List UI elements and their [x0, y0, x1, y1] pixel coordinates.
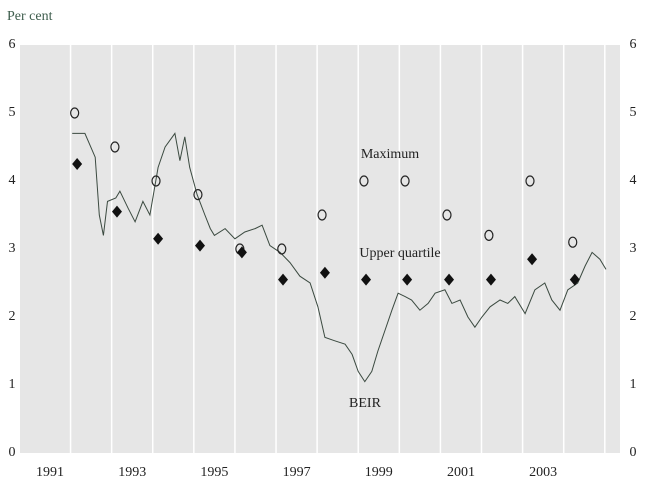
y-tick-label: 0 — [9, 445, 16, 460]
quartile-marker — [72, 158, 83, 170]
max-marker — [193, 189, 203, 201]
series-label: Maximum — [361, 147, 419, 162]
max-marker — [151, 175, 161, 187]
quartile-marker — [361, 273, 372, 286]
x-tick-label: 2003 — [529, 465, 557, 480]
y-tick-label: 6 — [9, 37, 16, 52]
y-tick-label: 2 — [9, 309, 16, 324]
x-tick-label: 1991 — [36, 465, 64, 480]
y-unit-label: Per cent — [7, 9, 53, 24]
y-tick-label: 5 — [9, 105, 16, 120]
max-marker — [277, 243, 287, 255]
quartile-marker — [153, 232, 164, 245]
x-tick-label: 2001 — [447, 465, 475, 480]
y2-tick-label: 2 — [630, 309, 637, 324]
quartile-marker — [319, 266, 330, 279]
y-tick-label: 4 — [9, 173, 16, 188]
max-marker — [442, 209, 452, 221]
plot-background — [20, 45, 620, 453]
quartile-marker — [569, 273, 580, 286]
x-tick-label: 1993 — [118, 465, 146, 480]
y2-tick-label: 5 — [630, 105, 637, 120]
quartile-marker — [111, 205, 122, 218]
max-marker — [400, 175, 410, 187]
quartile-marker — [444, 273, 455, 286]
max-marker — [568, 236, 578, 248]
max-marker — [359, 175, 369, 187]
quartile-marker — [195, 239, 205, 252]
y2-tick-label: 3 — [630, 241, 637, 256]
data-line — [72, 132, 607, 383]
y2-tick-label: 0 — [630, 445, 637, 460]
x-tick-label: 1995 — [200, 465, 228, 480]
max-marker — [110, 141, 120, 153]
y-tick-label: 1 — [9, 377, 16, 392]
quartile-marker — [527, 253, 538, 266]
series-label: Upper quartile — [359, 246, 440, 261]
y-tick-label: 3 — [9, 241, 16, 256]
x-tick-label: 1999 — [365, 465, 393, 480]
quartile-marker — [236, 246, 247, 259]
max-marker — [484, 229, 494, 241]
y2-tick-label: 4 — [630, 173, 637, 188]
y2-tick-label: 1 — [630, 377, 637, 392]
series-label: BEIR — [349, 396, 382, 411]
y2-tick-label: 6 — [630, 37, 637, 52]
quartile-marker — [402, 273, 413, 286]
quartile-marker — [278, 273, 289, 286]
max-marker — [70, 107, 80, 119]
x-tick-label: 1997 — [283, 465, 311, 480]
max-marker — [317, 209, 327, 221]
quartile-marker — [485, 273, 496, 286]
max-marker — [525, 175, 535, 187]
